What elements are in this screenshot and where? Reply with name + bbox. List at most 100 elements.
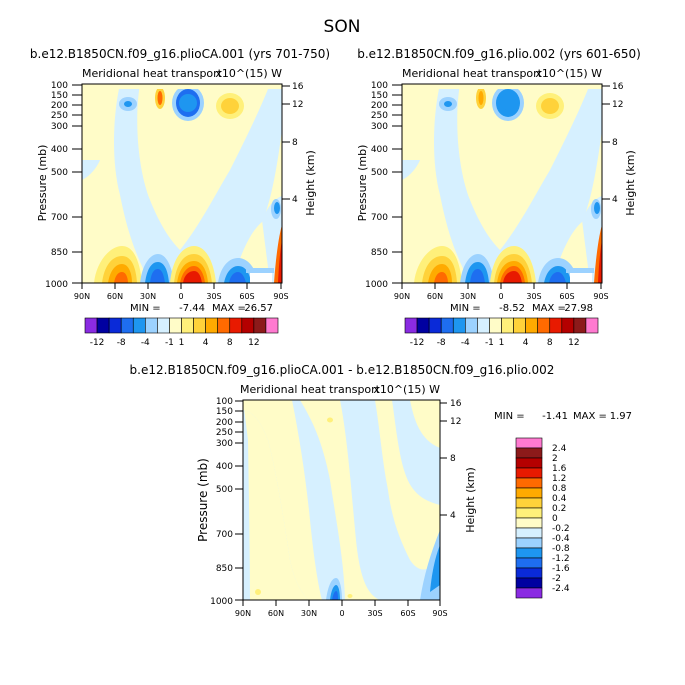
colorbar-label: 1.2 <box>552 474 566 484</box>
panel-2-right-ticks: 16 12 8 4 <box>612 82 624 205</box>
colorbar-label: 0.4 <box>552 494 567 504</box>
colorbar-swatch <box>515 537 543 549</box>
panel-1-ylabel: Pressure (mb) <box>36 145 49 222</box>
y-tick-label: 300 <box>51 122 68 132</box>
panel-1-y-ticks: 100 150 200 250 300 400 500 700 850 1000 <box>45 81 68 290</box>
colorbar-swatch <box>120 317 134 334</box>
x-tick-label: 0 <box>498 292 503 301</box>
x-tick-label: 30N <box>460 292 476 301</box>
colorbar-label: 2 <box>552 454 558 464</box>
x-tick-label: 90N <box>235 609 251 618</box>
colorbar-swatch <box>515 517 543 529</box>
panel-3-title: b.e12.B1850CN.f09_g16.plioCA.001 - b.e12… <box>130 363 555 377</box>
panel-3-right-tickmarks <box>440 402 447 516</box>
right-tick-label: 8 <box>292 138 298 148</box>
min-label: MIN = <box>450 303 481 314</box>
right-tick-label: 4 <box>450 511 456 521</box>
colorbar-label: -0.4 <box>552 534 570 544</box>
colorbar-swatch <box>549 317 563 334</box>
colorbar-label: 0 <box>552 514 558 524</box>
right-tick-label: 16 <box>292 82 304 92</box>
right-tick-label: 16 <box>450 399 462 409</box>
y-tick-label: 200 <box>216 418 233 428</box>
colorbar-swatch <box>428 317 442 334</box>
colorbar-swatch <box>157 317 170 334</box>
colorbar-left: -12 -8 -4 -1 1 4 8 12 <box>84 317 279 348</box>
colorbar-label: -12 <box>90 338 105 348</box>
colorbar-swatch <box>515 457 543 469</box>
panel-1-plot-area <box>82 84 282 283</box>
colorbar-swatch <box>265 317 279 334</box>
y-tick-label: 700 <box>216 530 233 540</box>
panel-3-right-ticks: 16 12 8 4 <box>450 399 462 521</box>
x-tick-label: 90S <box>593 292 608 301</box>
colorbar-swatch <box>217 317 231 334</box>
panel-2-plot-area <box>402 84 602 283</box>
x-tick-label: 30S <box>206 292 221 301</box>
colorbar-swatch <box>515 447 543 459</box>
colorbar-swatch <box>108 317 122 334</box>
panel-1-x-tickmarks <box>81 283 282 289</box>
right-tick-label: 12 <box>450 417 461 427</box>
colorbar-swatch <box>416 317 430 334</box>
colorbar-label: 4 <box>523 338 529 348</box>
panel-2-right-tickmarks <box>602 85 610 200</box>
right-tick-label: 8 <box>612 138 618 148</box>
y-tick-label: 300 <box>216 439 233 449</box>
min-label: MIN = <box>494 411 525 422</box>
y-tick-label: 250 <box>216 428 233 438</box>
y-tick-label: 400 <box>216 462 233 472</box>
colorbar-label: -1 <box>485 338 494 348</box>
colorbar-swatch <box>477 317 490 334</box>
y-tick-label: 500 <box>371 168 388 178</box>
colorbar-swatch <box>515 547 543 559</box>
panel-3-x-tickmarks <box>242 600 441 606</box>
y-tick-label: 1000 <box>45 280 68 290</box>
colorbar-swatch <box>181 317 194 334</box>
colorbar-swatch <box>515 487 543 499</box>
panel-1: b.e12.B1850CN.f09_g16.plioCA.001 (yrs 70… <box>30 47 330 314</box>
colorbar-swatch <box>205 317 218 334</box>
min-value: -8.52 <box>499 303 525 314</box>
right-tick-label: 16 <box>612 82 624 92</box>
colorbar-swatch <box>515 567 543 579</box>
colorbar-swatch <box>573 317 587 334</box>
panel-3-units: x10^(15) W <box>373 383 440 396</box>
panel-1-units: x10^(15) W <box>215 67 282 80</box>
x-tick-label: 30S <box>526 292 541 301</box>
x-tick-label: 90S <box>432 609 447 618</box>
panel-1-right-label: Height (km) <box>304 150 317 216</box>
y-tick-label: 850 <box>371 248 388 258</box>
x-tick-label: 60N <box>268 609 284 618</box>
colorbar-swatch <box>145 317 158 334</box>
panel-2-units: x10^(15) W <box>535 67 602 80</box>
colorbar-label: -4 <box>141 338 150 348</box>
x-tick-label: 0 <box>178 292 183 301</box>
colorbar-label: -4 <box>461 338 470 348</box>
colorbar-right: -12 -8 -4 -1 1 4 8 12 <box>404 317 599 348</box>
colorbar-swatch <box>253 317 267 334</box>
max-value: 26.57 <box>244 303 273 314</box>
panel-3-x-ticks: 90N 60N 30N 0 30S 60S 90S <box>235 609 448 618</box>
colorbar-label: -0.8 <box>552 544 570 554</box>
panel-1-minmax: MIN = -7.44 MAX = 26.57 <box>130 303 273 314</box>
y-tick-label: 150 <box>216 407 233 417</box>
panel-3-ylabel: Pressure (mb) <box>196 458 210 542</box>
y-tick-label: 500 <box>216 485 233 495</box>
y-tick-label: 250 <box>371 111 388 121</box>
colorbar-swatch <box>193 317 206 334</box>
colorbar-swatch <box>229 317 243 334</box>
panel-2-right-label: Height (km) <box>624 150 637 216</box>
colorbar-swatch <box>515 497 543 509</box>
colorbar-label: 8 <box>547 338 553 348</box>
colorbar-vertical: 2.421.61.20.80.40.20-0.2-0.4-0.8-1.2-1.6… <box>515 437 570 599</box>
panel-1-right-tickmarks <box>282 85 290 200</box>
x-tick-label: 60N <box>107 292 123 301</box>
colorbar-label: 0.8 <box>552 484 567 494</box>
colorbar-swatch <box>84 317 98 334</box>
y-tick-label: 700 <box>51 213 68 223</box>
panel-2-x-ticks: 90N 60N 30N 0 30S 60S 90S <box>394 292 609 301</box>
x-tick-label: 60N <box>427 292 443 301</box>
y-tick-label: 300 <box>371 122 388 132</box>
colorbar-swatch <box>515 587 543 599</box>
